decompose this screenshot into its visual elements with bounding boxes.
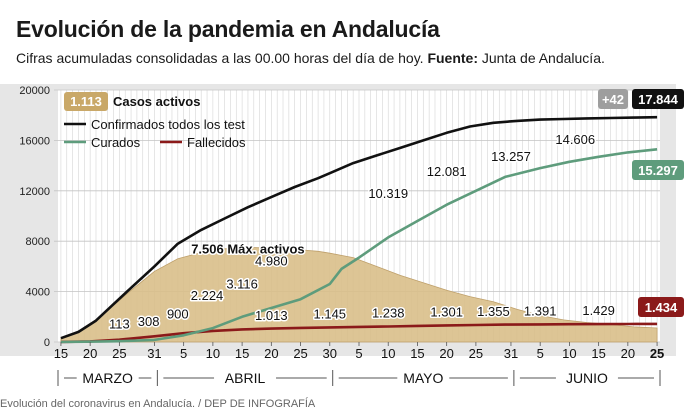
legend-label-curados: Curados [91, 135, 141, 150]
fallecidos-data-label-halo: 1.301 [430, 305, 463, 320]
y-tick-label: 0 [44, 337, 50, 349]
deaths-total-badge: 1.434 [638, 297, 684, 317]
fallecidos-data-label-halo: 1.145 [314, 307, 347, 322]
x-tick-label: 5 [180, 346, 187, 361]
fallecidos-data-label: 1.145 [314, 307, 347, 322]
curados-data-label-halo: 14.606 [555, 132, 595, 147]
fallecidos-data-label-halo: 1.391 [524, 303, 557, 318]
fallecidos-data-label: 1.355 [477, 304, 510, 319]
x-tick-label: 20 [264, 346, 278, 361]
y-tick-label: 4000 [26, 287, 50, 299]
active-cases-badge-value: 1.113 [70, 94, 102, 109]
x-tick-label: 25 [112, 346, 126, 361]
cured-total-badge-bg [632, 160, 684, 180]
legend-label-activos: Casos activos [113, 94, 200, 109]
x-tick-label: 15 [410, 346, 424, 361]
x-tick-label: 25 [650, 346, 664, 361]
page-title: Evolución de la pandemia en Andalucía [16, 16, 440, 42]
confirmed-delta-badge-value: +42 [602, 92, 624, 107]
x-tick-label: 10 [381, 346, 395, 361]
curados-data-label-halo: 308 [138, 314, 160, 329]
curados-data-label: 900 [167, 307, 189, 322]
x-tick-label: 20 [621, 346, 635, 361]
source-label: Fuente: [427, 50, 478, 66]
x-tick-label: 15 [54, 346, 68, 361]
fallecidos-data-label-halo: 1.355 [477, 304, 510, 319]
subtitle-text: Cifras acumuladas consolidadas a las 00.… [16, 50, 424, 66]
curados-data-label-halo: 900 [167, 307, 189, 322]
curados-data-label: 12.081 [427, 164, 467, 179]
x-tick-label: 31 [504, 346, 518, 361]
x-tick-label: 25 [293, 346, 307, 361]
image-caption: Evolución del coronavirus en Andalucía. … [0, 398, 316, 410]
x-tick-label: 31 [147, 346, 161, 361]
x-tick-label: 5 [355, 346, 362, 361]
x-tick-label: 5 [537, 346, 544, 361]
fallecidos-data-label-halo: 1.013 [255, 308, 288, 323]
deaths-total-badge-bg [638, 297, 684, 317]
month-label: ABRIL [225, 370, 266, 386]
series-confirmados-line [60, 115, 658, 340]
x-tick-label: 15 [235, 346, 249, 361]
confirmed-delta-badge-bg [598, 89, 628, 109]
fallecidos-data-label: 1.238 [372, 305, 405, 320]
max-active-annotation-halo: 7.506 Máx. activos [191, 241, 304, 256]
fallecidos-data-label-halo: 1.429 [582, 303, 615, 318]
curados-data-label-halo: 3.116 [226, 277, 258, 292]
curados-data-label: 308 [138, 314, 160, 329]
x-tick-label: 10 [206, 346, 220, 361]
curados-data-label: 113 [109, 317, 130, 332]
series-curados-line [60, 148, 658, 344]
curados-data-label-halo: 10.319 [368, 186, 408, 201]
confirmed-total-badge-bg [632, 89, 684, 109]
fallecidos-data-label: 1.013 [255, 308, 288, 323]
curados-data-label: 10.319 [368, 186, 408, 201]
x-tick-label: 30 [323, 346, 337, 361]
curados-data-label: 14.606 [555, 132, 595, 147]
curados-data-label-halo: 13.257 [491, 149, 531, 164]
fallecidos-data-label: 1.429 [582, 303, 615, 318]
legend-label-fallecidos: Fallecidos [187, 135, 246, 150]
x-tick-label: 15 [591, 346, 605, 361]
curados-data-label: 4.980 [255, 253, 288, 268]
cured-total-badge: 15.297 [632, 160, 684, 180]
curados-data-label-halo: 12.081 [427, 164, 467, 179]
curados-data-label: 13.257 [491, 149, 531, 164]
x-tick-label: 20 [83, 346, 97, 361]
confirmed-total-badge-value: 17.844 [638, 92, 679, 107]
x-tick-label: 10 [562, 346, 576, 361]
curados-data-label-halo: 113 [109, 317, 130, 332]
fallecidos-data-label: 1.301 [430, 305, 463, 320]
confirmed-total-badge: 17.844 [632, 89, 684, 109]
fallecidos-data-label-halo: 1.238 [372, 305, 405, 320]
deaths-total-badge-value: 1.434 [645, 300, 678, 315]
confirmed-delta-badge: +42 [598, 89, 628, 109]
curados-data-label: 3.116 [226, 277, 258, 292]
month-label: MAYO [403, 370, 443, 386]
y-tick-label: 8000 [26, 236, 50, 248]
series-fallecidos-line [60, 322, 658, 344]
month-label: JUNIO [566, 370, 608, 386]
fallecidos-data-label: 1.391 [524, 303, 557, 318]
month-label: MARZO [82, 370, 133, 386]
subtitle: Cifras acumuladas consolidadas a las 00.… [16, 50, 605, 66]
y-tick-label: 12000 [19, 186, 50, 198]
max-active-annotation: 7.506 Máx. activos [191, 241, 304, 256]
x-tick-label: 20 [439, 346, 453, 361]
curados-data-label: 2.224 [191, 288, 224, 303]
cured-total-badge-value: 15.297 [638, 163, 678, 178]
y-tick-label: 20000 [19, 85, 50, 97]
y-tick-label: 16000 [19, 135, 50, 147]
active-cases-badge-bg [64, 92, 108, 111]
curados-data-label-halo: 4.980 [255, 253, 288, 268]
source-text: Junta de Andalucía. [481, 50, 605, 66]
curados-data-label-halo: 2.224 [191, 288, 224, 303]
active-cases-badge: 1.113 [64, 92, 108, 111]
legend-label-confirmados: Confirmados todos los test [91, 117, 245, 132]
x-tick-label: 25 [469, 346, 483, 361]
